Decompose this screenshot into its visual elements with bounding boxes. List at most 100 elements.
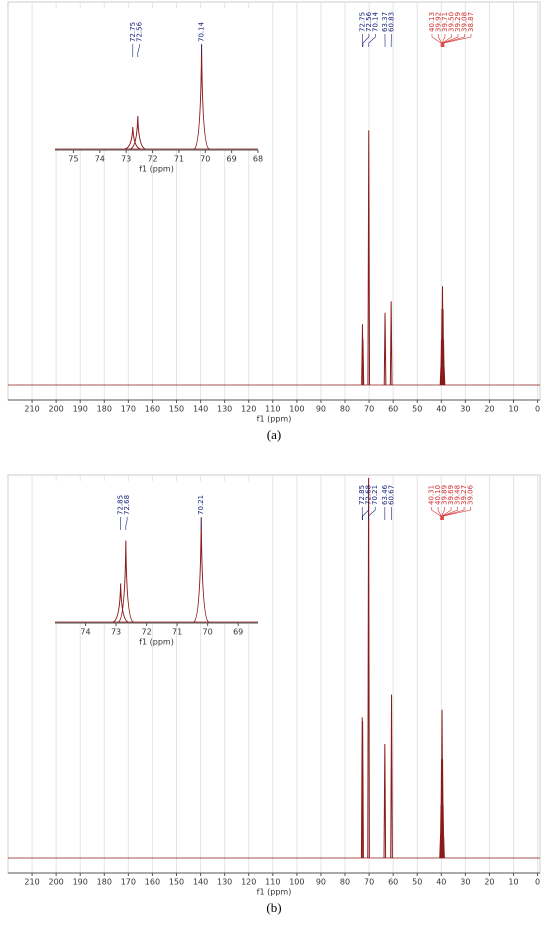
peak-label-leader: [438, 34, 442, 47]
x-tick-label: 0: [535, 878, 540, 887]
peak-label: 60.83: [387, 12, 395, 32]
x-tick-label: 50: [412, 878, 422, 887]
peak-label: 40.13: [428, 12, 436, 32]
peak: [442, 365, 446, 386]
peak-label: 39.27: [460, 485, 468, 505]
x-tick-label: 150: [169, 878, 184, 887]
peak: [361, 721, 364, 859]
x-tick-label: 120: [241, 405, 256, 414]
x-tick-label: 74: [95, 155, 105, 164]
peak-label: 72.85: [358, 485, 366, 505]
x-tick-label: 72: [147, 155, 157, 164]
peak-label: 70.21: [371, 485, 379, 505]
x-tick-label: 200: [49, 878, 64, 887]
x-tick-label: 73: [111, 628, 121, 637]
x-tick-label: 40: [436, 878, 446, 887]
peak: [383, 312, 387, 386]
x-tick-label: 75: [68, 155, 78, 164]
inset-background: [55, 481, 258, 623]
peak-label-leader: [431, 507, 441, 520]
x-tick-label: 68: [253, 155, 263, 164]
x-tick-label: 130: [217, 405, 232, 414]
x-tick-label: 70: [364, 405, 374, 414]
peak: [389, 301, 393, 386]
peak-label-leader: [441, 34, 446, 47]
peak: [361, 339, 365, 386]
peak-label: 39.29: [454, 12, 462, 32]
x-tick-label: 60: [388, 878, 398, 887]
peak-label-leader: [368, 507, 376, 520]
peak-label: 40.31: [428, 485, 436, 505]
x-tick-label: 120: [241, 878, 256, 887]
x-tick-label: 160: [145, 878, 160, 887]
x-tick-label: 40: [436, 405, 446, 414]
x-tick-label: 0: [535, 405, 540, 414]
peak-label-leader: [443, 507, 471, 520]
x-tick-label: 69: [233, 628, 243, 637]
peak-label-leader: [443, 34, 465, 47]
peak-label: 70.21: [197, 495, 205, 515]
x-tick-label: 20: [484, 878, 494, 887]
x-axis-label: f1 (ppm): [257, 888, 292, 897]
peak-label-leader: [362, 34, 370, 47]
peak-label-leader: [362, 507, 370, 520]
peak-label: 72.68: [365, 485, 373, 505]
x-tick-label: 210: [24, 405, 39, 414]
peak-label: 72.75: [358, 12, 366, 32]
peak-label-leader: [368, 34, 376, 47]
x-tick-label: 180: [97, 878, 112, 887]
peak: [367, 477, 370, 859]
peak-label: 39.50: [447, 12, 455, 32]
x-axis-label: f1 (ppm): [139, 638, 174, 647]
peak-label-leader: [441, 507, 445, 520]
peak-label: 70.14: [198, 21, 206, 42]
peak-label-leader: [442, 507, 465, 520]
x-tick-label: 10: [508, 405, 518, 414]
peak: [112, 583, 129, 623]
x-axis-label: f1 (ppm): [257, 415, 292, 424]
x-tick-label: 190: [73, 405, 88, 414]
x-tick-label: 71: [174, 155, 184, 164]
x-tick-label: 110: [265, 405, 280, 414]
x-tick-label: 140: [193, 405, 208, 414]
peak-label: 70.14: [371, 11, 379, 32]
peak: [130, 115, 146, 150]
x-tick-label: 170: [121, 405, 136, 414]
inset-background: [55, 8, 258, 150]
x-tick-label: 60: [388, 405, 398, 414]
peak-label: 39.89: [441, 485, 449, 505]
x-tick-label: 30: [460, 405, 470, 414]
x-tick-label: 90: [316, 405, 326, 414]
peak-label: 40.10: [434, 485, 442, 505]
peak: [117, 540, 134, 623]
peak-label: 63.46: [381, 484, 389, 505]
peak-label-leader: [125, 517, 128, 530]
x-tick-label: 100: [289, 405, 304, 414]
x-tick-label: 80: [340, 405, 350, 414]
peak-label-leader: [443, 34, 472, 47]
x-tick-label: 160: [145, 405, 160, 414]
x-tick-label: 80: [340, 878, 350, 887]
peak: [390, 694, 393, 859]
peak: [125, 126, 141, 150]
x-axis-label: f1 (ppm): [139, 165, 174, 174]
x-tick-label: 70: [203, 628, 213, 637]
peak-label-leader: [441, 507, 452, 520]
peak-label-leader: [431, 34, 442, 47]
peak: [383, 743, 387, 859]
x-tick-label: 100: [289, 878, 304, 887]
peak-label: 39.92: [434, 12, 442, 32]
panel-caption: (a): [267, 427, 281, 442]
x-tick-label: 74: [80, 628, 90, 637]
peak-label: 72.56: [135, 21, 143, 42]
x-tick-label: 20: [484, 405, 494, 414]
peak-label-leader: [442, 34, 452, 47]
peak-label: 39.69: [447, 485, 455, 505]
peak-label-leader: [442, 34, 459, 47]
peak-label: 39.71: [441, 12, 449, 32]
peak-label: 39.08: [460, 12, 468, 32]
peak-label: 72.85: [117, 495, 125, 515]
peak-label: 63.37: [381, 12, 389, 32]
x-tick-label: 150: [169, 405, 184, 414]
